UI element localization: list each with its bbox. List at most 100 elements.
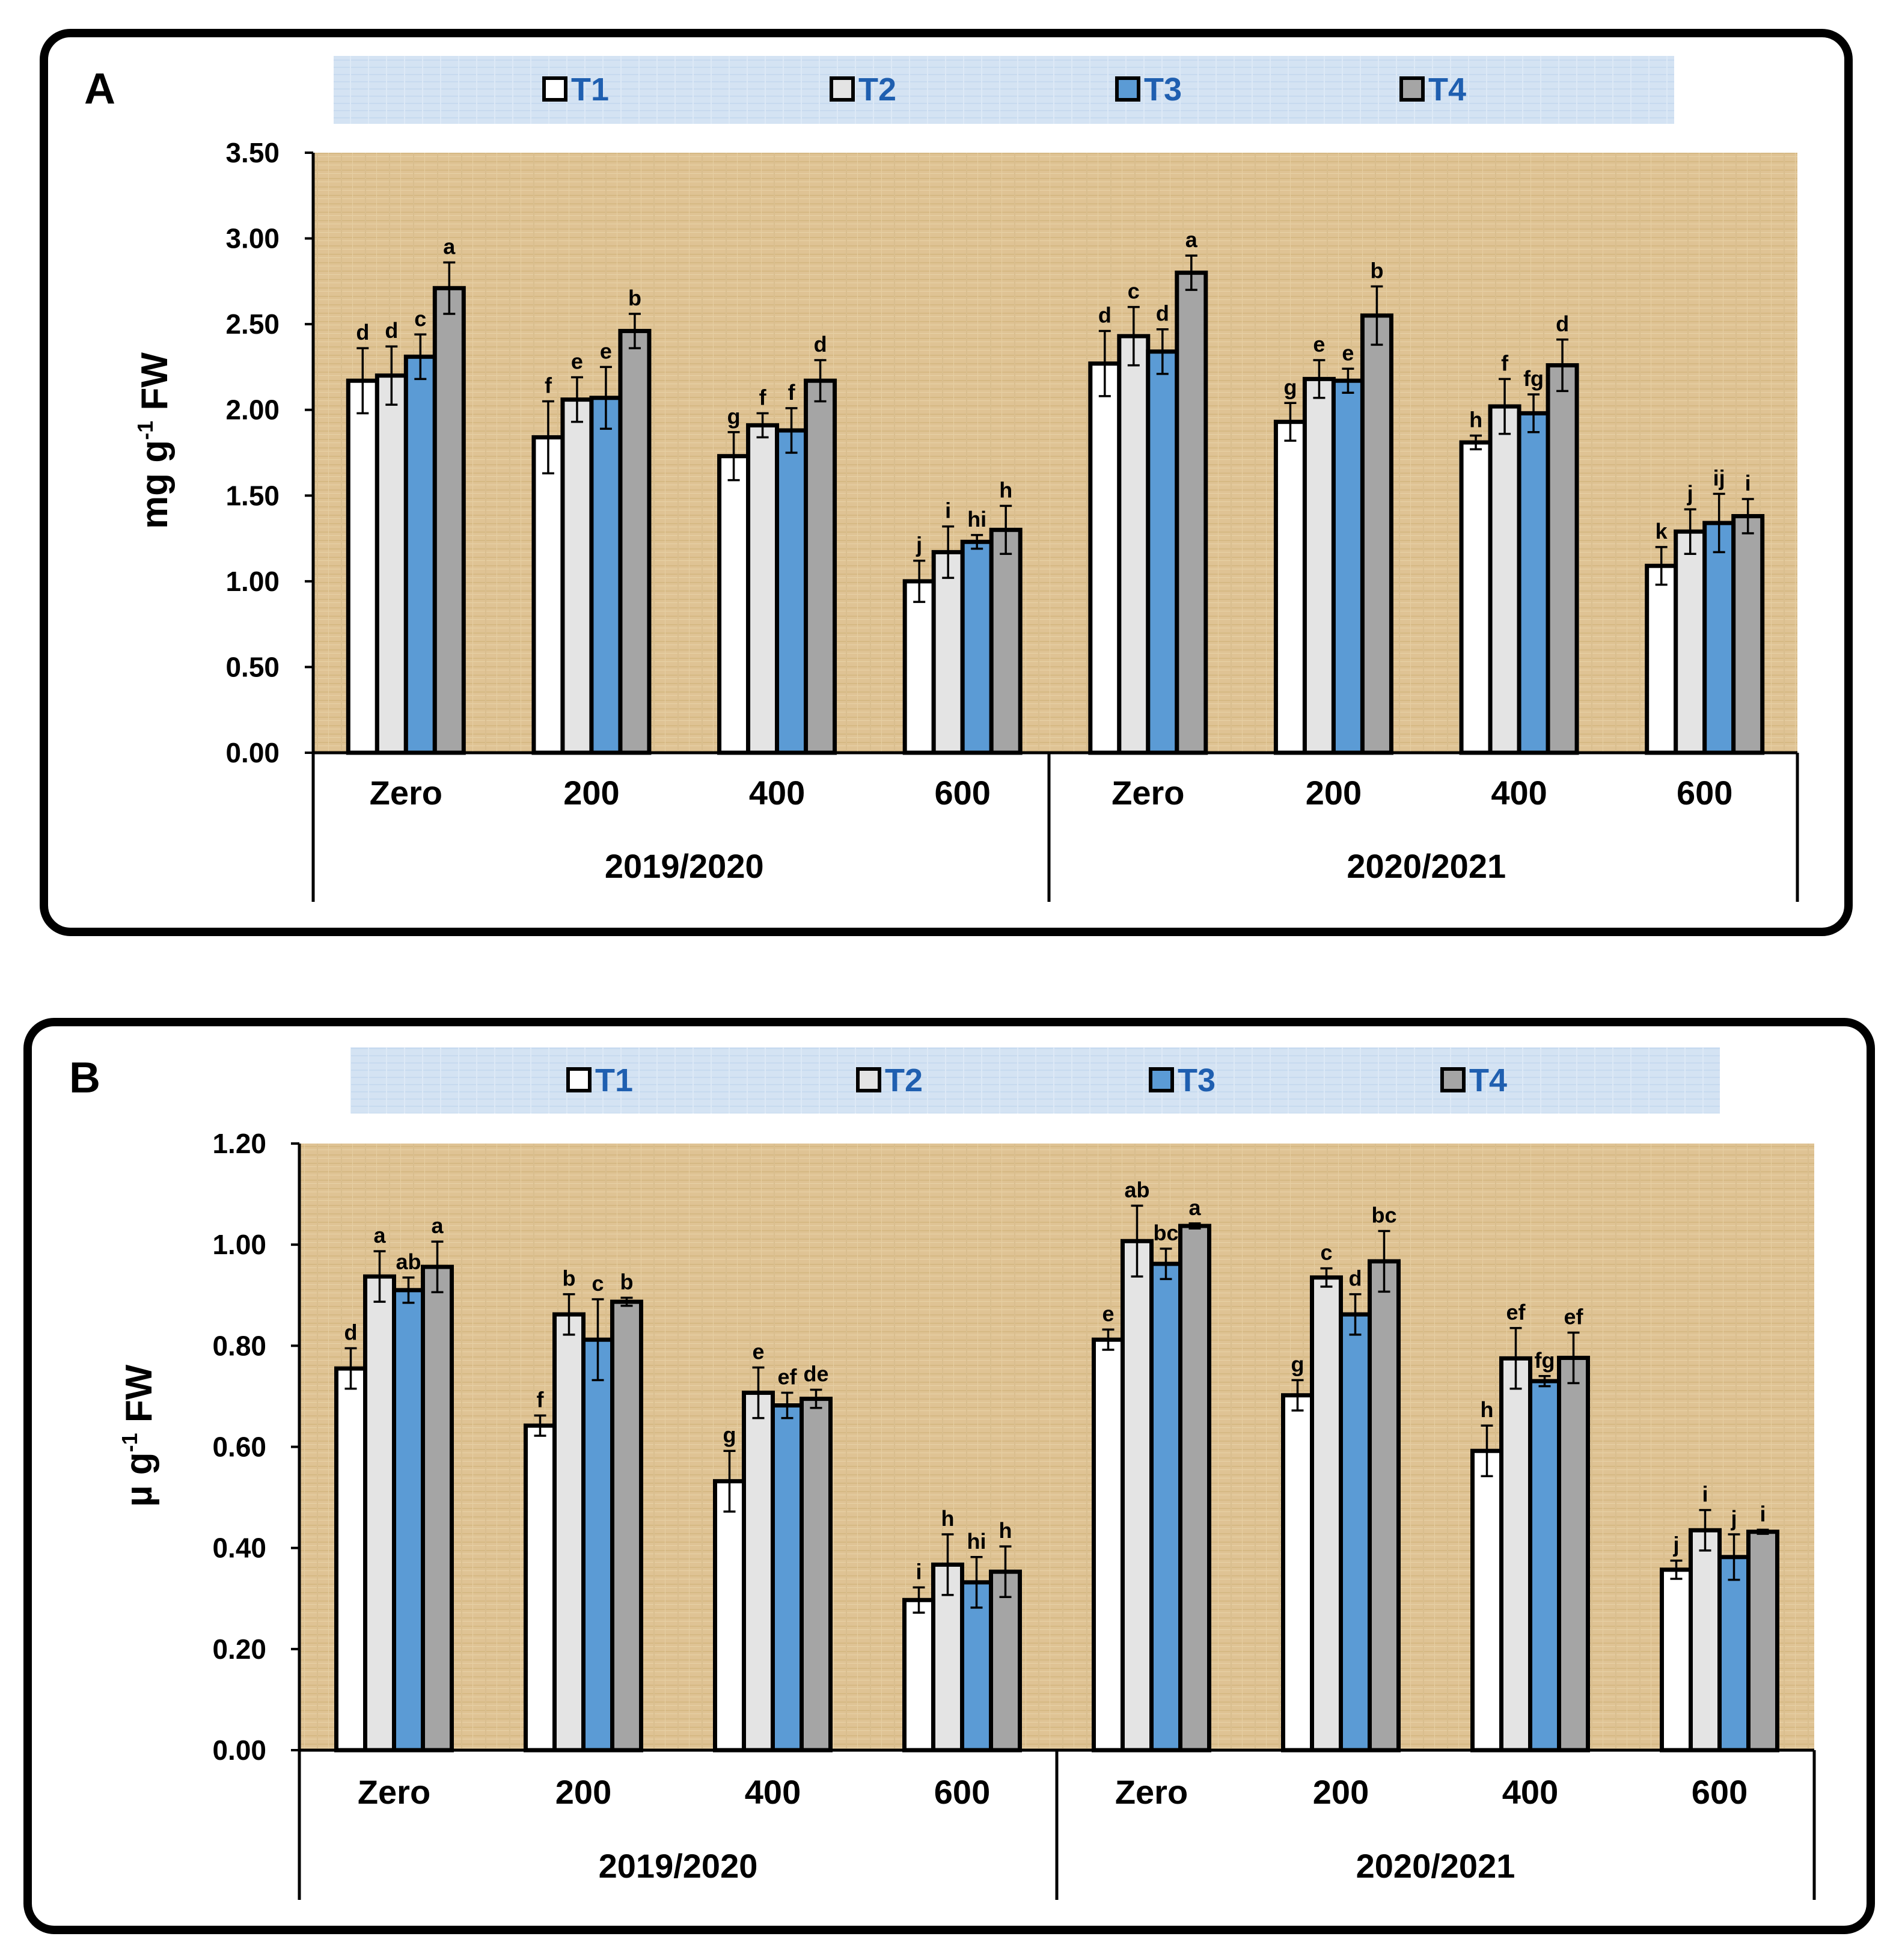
panel-b-bar-t3	[581, 1337, 614, 1753]
panel-a-significance-letter: g	[727, 404, 741, 429]
panel-b-bar-t3	[771, 1403, 804, 1753]
panel-b-bar-t3	[1339, 1312, 1372, 1753]
panel-b-significance-letter: a	[431, 1213, 444, 1238]
panel-a-bar-t1	[717, 454, 751, 755]
panel-b-error-bar	[373, 1250, 386, 1303]
panel-a-bar-t2	[1302, 376, 1336, 755]
panel-a-bar-t1	[1459, 440, 1493, 755]
legend-label-t4: T4	[1428, 72, 1466, 108]
panel-b-y-tick-label: 1.00	[212, 1229, 266, 1260]
panel-b-error-bar	[431, 1240, 444, 1293]
panel-b-group-label: 2020/2021	[1356, 1847, 1515, 1885]
panel-a-significance-letter: d	[385, 318, 398, 343]
panel-a-error-bar	[628, 313, 641, 349]
panel-a-error-bar	[1684, 508, 1696, 555]
panel-a-bar-t1	[531, 435, 565, 755]
panel-b-significance-letter: c	[592, 1271, 604, 1296]
panel-a-bar-t4	[618, 329, 652, 755]
legend-swatch-t2	[856, 1067, 881, 1092]
panel-b-bar-t1	[1281, 1393, 1314, 1753]
panel-b-y-axis-title: µ g-1 FW	[117, 1364, 160, 1507]
panel-b-significance-letter: de	[803, 1361, 828, 1386]
panel-b-significance-letter: i	[916, 1559, 922, 1584]
panel-a-bar-t2	[1674, 529, 1707, 755]
panel-b-bar-t3	[1149, 1261, 1182, 1753]
panel-a-significance-letter: i	[1745, 471, 1751, 495]
panel-a-bar-t4	[1360, 313, 1393, 755]
panel-a-significance-letter: d	[1098, 303, 1112, 328]
legend-item-t4: T4	[1399, 72, 1466, 108]
panel-a-legend: T1 T2 T3 T4	[542, 72, 1466, 108]
panel-a-bar-t4	[1546, 363, 1579, 755]
panel-b-error-bar	[1538, 1375, 1551, 1388]
panel-a-significance-letter: fg	[1523, 366, 1544, 391]
panel-b-bar-t4	[800, 1397, 833, 1753]
panel-a-group-label: 2019/2020	[605, 847, 764, 885]
panel-b-y-tick-label: 0.60	[212, 1432, 266, 1463]
panel-a-error-bar	[814, 359, 827, 403]
panel-a-error-bar	[1156, 328, 1169, 375]
panel-b-error-bar	[563, 1293, 575, 1336]
panel-a-error-bar	[1127, 305, 1140, 367]
panel-b-error-bar	[1728, 1533, 1740, 1581]
panel-b-error-bar	[1349, 1293, 1362, 1336]
panel-b-bar-t2	[363, 1274, 396, 1753]
panel-a-error-bar	[1527, 393, 1540, 433]
panel-b-y-tick-label: 0.20	[212, 1634, 266, 1665]
panel-a-y-tick-label: 2.00	[225, 394, 280, 426]
panel-a: A T1 T2 T3 T4 mg g-1 FW 0.00 0.50 1.00 1.50…	[40, 29, 1853, 936]
panel-a-significance-letter: j	[1687, 481, 1693, 506]
panel-a-error-bar	[356, 347, 369, 415]
panel-a-legend-band	[334, 56, 1674, 124]
legend-item-t1: T1	[566, 1062, 633, 1098]
panel-a-significance-letter: a	[443, 234, 456, 259]
panel-a-letter: A	[84, 65, 115, 113]
panel-a-y-tick-label: 2.50	[225, 308, 280, 340]
panel-b-y-title-tail: FW	[118, 1364, 160, 1433]
panel-b-error-bar	[781, 1391, 794, 1419]
panel-a-y-tick-label: 3.00	[225, 223, 280, 254]
panel-a-error-bar	[1556, 338, 1569, 393]
panel-b-significance-letter: h	[999, 1518, 1012, 1543]
panel-b-significance-letter: e	[752, 1339, 764, 1364]
legend-label-t2: T2	[858, 72, 896, 108]
panel-a-significance-letter: hi	[967, 507, 986, 531]
panel-a-bar-t1	[1088, 361, 1122, 755]
panel-a-significance-letter: e	[1313, 332, 1325, 357]
panel-a-error-bar	[1284, 402, 1297, 442]
panel-a-error-bar	[443, 261, 456, 315]
panel-b-bar-t3	[1528, 1379, 1561, 1753]
panel-a-y-tick-label: 1.50	[225, 480, 280, 511]
panel-a-bar-t4	[432, 286, 466, 755]
panel-a-bar-t2	[375, 373, 408, 755]
panel-b-significance-letter: c	[1320, 1240, 1332, 1265]
panel-b-error-bar	[1131, 1204, 1143, 1278]
panel-a-error-bar	[942, 525, 955, 579]
panel-a-significance-letter: e	[1342, 340, 1354, 365]
legend-item-t2: T2	[856, 1062, 923, 1098]
panel-a-error-bar	[756, 412, 769, 439]
panel-b-category-label: 600	[1692, 1773, 1748, 1811]
panel-b-bar-t4	[610, 1299, 643, 1753]
panel-a-error-bar	[971, 534, 983, 550]
panel-a-significance-letter: c	[414, 306, 426, 331]
panel-b: B T1 T2 T3 T4 µ g-1 FW 0.000.200.400.600…	[23, 1018, 1875, 1934]
panel-a-bar-t4	[1731, 514, 1765, 755]
panel-a-bar-t3	[1702, 521, 1736, 755]
panel-b-bar-t1	[524, 1423, 557, 1753]
legend-item-t3: T3	[1115, 72, 1182, 108]
panel-b-category-label: 400	[745, 1773, 801, 1811]
panel-a-bar-t3	[1331, 378, 1365, 755]
legend-label-t3: T3	[1178, 1062, 1216, 1098]
panel-b-error-bar	[752, 1366, 765, 1419]
panel-b-bar-t3	[1717, 1555, 1751, 1753]
panel-a-bar-t2	[560, 397, 594, 755]
panel-b-bar-t1	[334, 1366, 367, 1753]
panel-a-significance-letter: j	[916, 533, 922, 557]
panel-b-y-title-main: µ g	[118, 1452, 160, 1507]
panel-a-significance-letter: d	[814, 332, 827, 357]
panel-a-significance-letter: f	[545, 373, 552, 397]
panel-b-category-label: 600	[934, 1773, 990, 1811]
